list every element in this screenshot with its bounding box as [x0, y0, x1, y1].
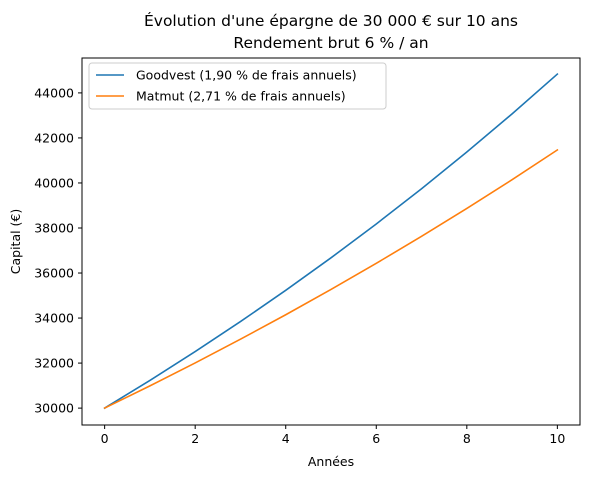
legend-entry-matmut: Matmut (2,71 % de frais annuels): [136, 89, 346, 104]
x-tick-label: 10: [549, 431, 565, 446]
y-tick-label: 38000: [34, 220, 74, 235]
x-tick-label: 8: [463, 431, 471, 446]
x-tick-label: 2: [191, 431, 199, 446]
y-tick-label: 34000: [34, 311, 74, 326]
y-tick-label: 40000: [34, 175, 74, 190]
y-axis-label: Capital (€): [8, 209, 23, 275]
series-line-goodvest: [103, 72, 559, 410]
legend-entry-goodvest: Goodvest (1,90 % de frais annuels): [136, 68, 357, 83]
y-tick-label: 32000: [34, 356, 74, 371]
series-lines: [103, 72, 559, 410]
chart-title: Évolution d'une épargne de 30 000 € sur …: [144, 11, 518, 30]
x-tick-label: 6: [372, 431, 380, 446]
legend: Goodvest (1,90 % de frais annuels) Matmu…: [88, 62, 387, 110]
series-line-matmut: [103, 148, 559, 410]
y-tick-label: 30000: [34, 401, 74, 416]
legend-box: [88, 62, 387, 110]
plot-frame: [81, 57, 581, 426]
y-tick-label: 36000: [34, 266, 74, 281]
x-axis-label: Années: [308, 454, 354, 469]
chart-subtitle: Rendement brut 6 % / an: [233, 34, 428, 52]
y-tick-label: 42000: [34, 130, 74, 145]
x-tick-label: 0: [101, 431, 109, 446]
axis-ticks: 0 2 4 6 8 10 30000 32000 34000 36000 38000 40000 420…: [34, 85, 565, 446]
x-tick-label: 4: [282, 431, 290, 446]
y-tick-label: 44000: [34, 85, 74, 100]
